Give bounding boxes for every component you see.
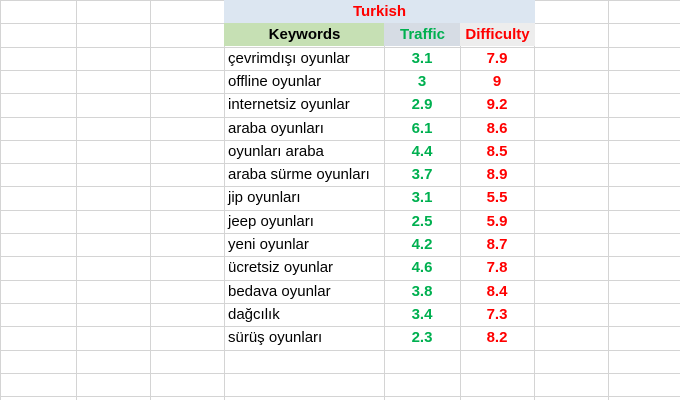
- gridline-vertical: [150, 0, 151, 400]
- gridline-horizontal: [0, 163, 680, 164]
- gridline-vertical: [76, 0, 77, 400]
- gridline-horizontal: [0, 303, 680, 304]
- gridline-horizontal: [0, 117, 680, 118]
- gridline-horizontal: [0, 256, 680, 257]
- keyword-cell[interactable]: çevrimdışı oyunlar: [228, 50, 350, 67]
- header-traffic-cell[interactable]: Traffic: [384, 23, 461, 46]
- difficulty-cell[interactable]: 9: [492, 73, 502, 90]
- difficulty-cell[interactable]: 7.3: [486, 306, 508, 323]
- keyword-cell[interactable]: ücretsiz oyunlar: [228, 259, 334, 276]
- sheet-title-cell[interactable]: Turkish: [224, 0, 535, 23]
- keyword-cell[interactable]: offline oyunlar: [228, 73, 322, 90]
- difficulty-cell[interactable]: 8.7: [486, 236, 508, 253]
- traffic-cell[interactable]: 4.2: [411, 236, 433, 253]
- gridline-horizontal: [0, 70, 680, 71]
- gridline-horizontal: [0, 350, 680, 351]
- difficulty-cell[interactable]: 8.6: [486, 120, 508, 137]
- gridline-horizontal: [0, 47, 680, 48]
- traffic-cell[interactable]: 2.9: [411, 96, 433, 113]
- gridline-vertical: [460, 0, 461, 400]
- difficulty-cell[interactable]: 7.9: [486, 50, 508, 67]
- traffic-cell[interactable]: 4.6: [411, 259, 433, 276]
- traffic-cell[interactable]: 3.7: [411, 166, 433, 183]
- gridline-horizontal: [0, 326, 680, 327]
- traffic-cell[interactable]: 4.4: [411, 143, 433, 160]
- gridline-vertical: [534, 0, 535, 400]
- keyword-cell[interactable]: araba oyunları: [228, 120, 324, 137]
- difficulty-cell[interactable]: 8.5: [486, 143, 508, 160]
- traffic-cell[interactable]: 3: [417, 73, 427, 90]
- gridline-horizontal: [0, 373, 680, 374]
- gridline-horizontal: [0, 233, 680, 234]
- keyword-cell[interactable]: jip oyunları: [228, 189, 301, 206]
- gridline-vertical: [224, 0, 225, 400]
- difficulty-cell[interactable]: 8.4: [486, 283, 508, 300]
- traffic-cell[interactable]: 2.3: [411, 329, 433, 346]
- keyword-cell[interactable]: oyunları araba: [228, 143, 324, 160]
- gridline-horizontal: [0, 280, 680, 281]
- gridline-horizontal: [0, 140, 680, 141]
- header-keywords-cell[interactable]: Keywords: [224, 23, 385, 46]
- difficulty-cell[interactable]: 5.5: [486, 189, 508, 206]
- difficulty-cell[interactable]: 7.8: [486, 259, 508, 276]
- traffic-cell[interactable]: 3.1: [411, 189, 433, 206]
- gridline-vertical: [0, 0, 1, 400]
- keyword-cell[interactable]: sürüş oyunları: [228, 329, 323, 346]
- difficulty-cell[interactable]: 8.9: [486, 166, 508, 183]
- keyword-cell[interactable]: internetsiz oyunlar: [228, 96, 350, 113]
- difficulty-cell[interactable]: 9.2: [486, 96, 508, 113]
- keyword-cell[interactable]: bedava oyunlar: [228, 283, 331, 300]
- gridline-horizontal: [0, 93, 680, 94]
- gridline-horizontal: [0, 186, 680, 187]
- traffic-cell[interactable]: 6.1: [411, 120, 433, 137]
- gridline-horizontal: [0, 210, 680, 211]
- traffic-cell[interactable]: 3.4: [411, 306, 433, 323]
- traffic-cell[interactable]: 3.8: [411, 283, 433, 300]
- traffic-cell[interactable]: 3.1: [411, 50, 433, 67]
- difficulty-cell[interactable]: 5.9: [486, 213, 508, 230]
- header-difficulty-cell[interactable]: Difficulty: [460, 23, 535, 46]
- keyword-cell[interactable]: jeep oyunları: [228, 213, 314, 230]
- keyword-cell[interactable]: yeni oyunlar: [228, 236, 309, 253]
- traffic-cell[interactable]: 2.5: [411, 213, 433, 230]
- difficulty-cell[interactable]: 8.2: [486, 329, 508, 346]
- gridline-vertical: [384, 0, 385, 400]
- gridline-vertical: [608, 0, 609, 400]
- keyword-cell[interactable]: dağcılık: [228, 306, 280, 323]
- gridline-horizontal: [0, 396, 680, 397]
- keyword-cell[interactable]: araba sürme oyunları: [228, 166, 370, 183]
